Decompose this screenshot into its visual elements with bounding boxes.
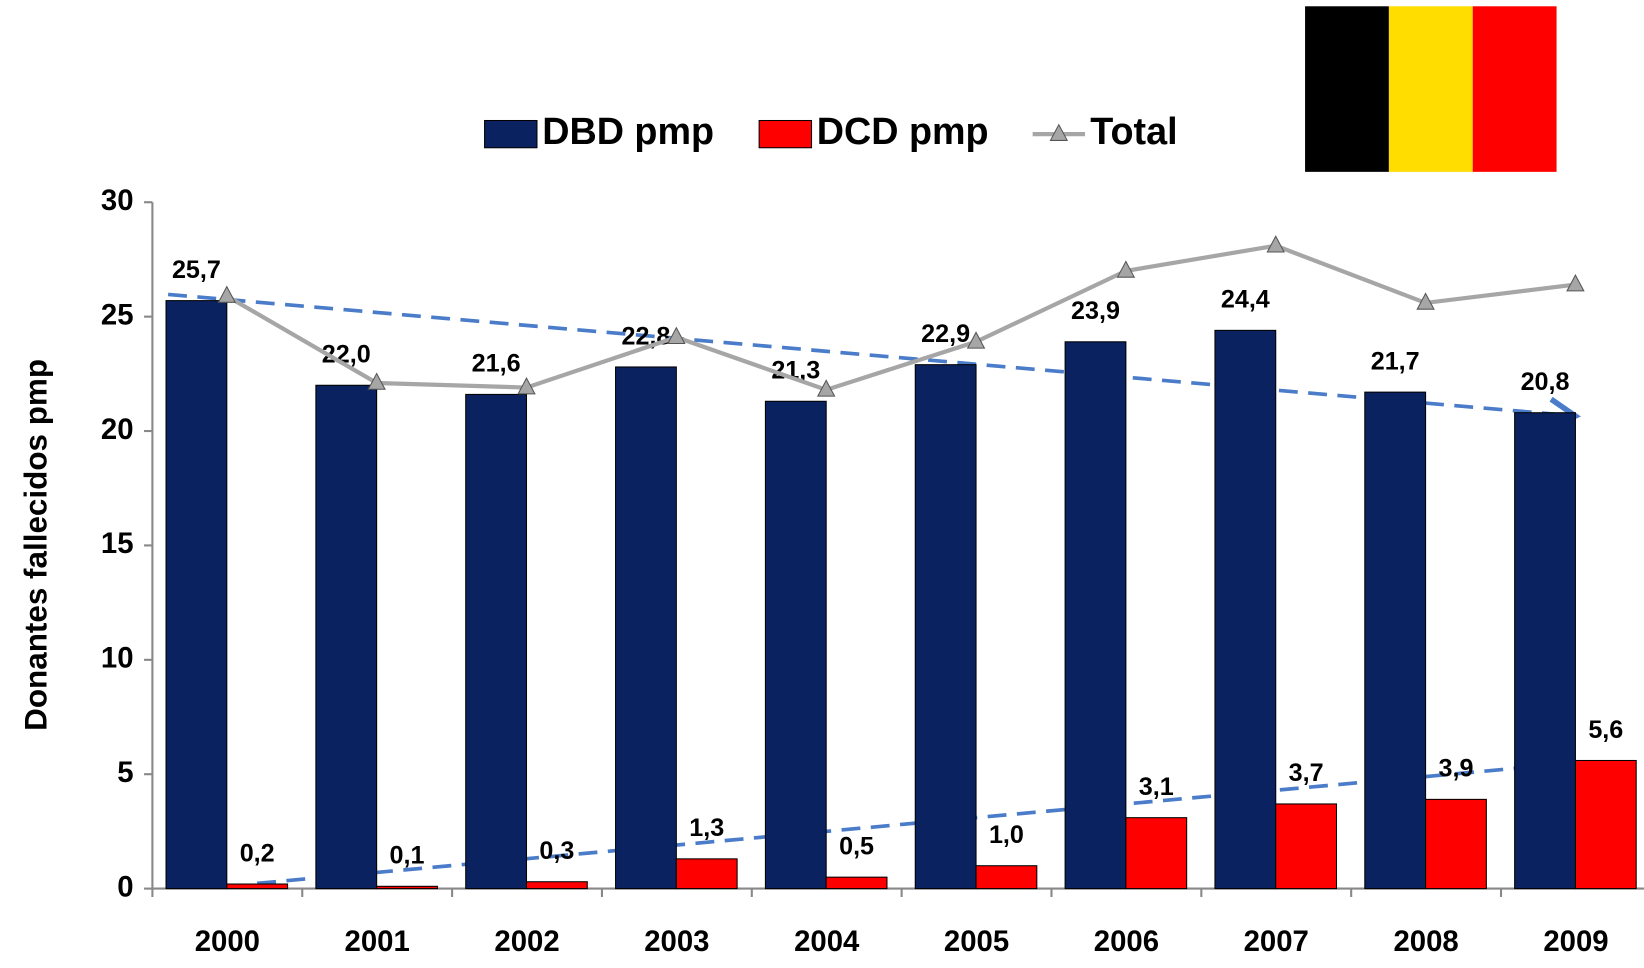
value-label: 0,3 xyxy=(539,837,574,865)
value-label: 3,1 xyxy=(1139,773,1174,801)
legend-marker xyxy=(1049,123,1069,141)
bar xyxy=(825,876,888,890)
value-label: 20,8 xyxy=(1521,368,1570,396)
bar xyxy=(1574,759,1637,890)
x-tick-label: 2000 xyxy=(195,925,260,958)
x-tick-label: 2004 xyxy=(794,925,860,958)
y-axis-title: Donantes fallecidos pmp xyxy=(18,359,53,731)
bar xyxy=(376,885,438,890)
legend-label: Total xyxy=(1090,110,1177,152)
legend-label: DCD pmp xyxy=(817,110,989,152)
bar xyxy=(1214,329,1277,890)
total-marker xyxy=(217,285,237,303)
x-tick-label: 2005 xyxy=(944,925,1009,958)
flag-yellow xyxy=(1388,6,1473,172)
bar xyxy=(165,300,228,890)
legend-swatch xyxy=(484,119,538,149)
y-tick-label: 25 xyxy=(101,298,134,331)
y-tick-label: 10 xyxy=(101,642,134,675)
y-tick-label: 5 xyxy=(117,756,133,789)
bar xyxy=(1125,817,1188,890)
x-tick-label: 2003 xyxy=(644,925,709,958)
total-marker xyxy=(816,379,836,397)
value-label: 24,4 xyxy=(1221,286,1270,314)
value-label: 21,7 xyxy=(1371,347,1420,375)
bar xyxy=(525,881,588,890)
bar xyxy=(315,384,378,890)
bar xyxy=(615,366,677,890)
y-tick-label: 20 xyxy=(101,413,134,446)
total-marker xyxy=(966,331,986,349)
total-marker xyxy=(1416,292,1435,310)
flag-red xyxy=(1472,6,1557,172)
x-tick-label: 2007 xyxy=(1244,925,1309,958)
bar xyxy=(675,858,738,890)
bar xyxy=(1425,798,1487,890)
bar xyxy=(1275,803,1338,890)
trend-arrow xyxy=(167,292,1581,431)
bar xyxy=(1514,412,1576,890)
bar xyxy=(226,883,289,890)
value-label: 1,3 xyxy=(689,814,724,842)
value-label: 21,6 xyxy=(472,350,521,378)
x-tick-label: 2002 xyxy=(494,925,559,958)
bar xyxy=(914,364,977,890)
value-label: 3,9 xyxy=(1438,755,1473,783)
y-tick-label: 30 xyxy=(101,184,134,217)
total-marker xyxy=(667,326,686,345)
value-label: 22,9 xyxy=(921,320,970,348)
x-tick-label: 2008 xyxy=(1393,925,1458,958)
legend-swatch xyxy=(758,119,813,149)
value-label: 25,7 xyxy=(172,256,221,284)
value-label: 5,6 xyxy=(1588,716,1623,744)
total-marker xyxy=(517,377,536,395)
legend-label: DBD pmp xyxy=(542,110,714,152)
total-marker xyxy=(1566,274,1585,292)
bar xyxy=(465,393,528,890)
value-label: 23,9 xyxy=(1071,297,1120,325)
bar xyxy=(1364,391,1427,890)
value-label: 3,7 xyxy=(1289,759,1324,787)
flag-black xyxy=(1305,6,1389,172)
y-tick-label: 15 xyxy=(101,527,134,560)
value-label: 0,5 xyxy=(839,832,874,860)
total-marker xyxy=(1266,235,1285,253)
total-marker xyxy=(1116,260,1136,278)
flag xyxy=(1305,6,1557,172)
value-label: 0,2 xyxy=(240,839,275,867)
bar xyxy=(1064,341,1127,890)
x-tick-label: 2009 xyxy=(1543,925,1608,958)
x-tick-label: 2006 xyxy=(1094,925,1159,958)
value-label: 1,0 xyxy=(989,821,1024,849)
total-marker xyxy=(367,372,386,390)
x-tick-label: 2001 xyxy=(345,925,410,958)
value-label: 0,1 xyxy=(390,842,425,870)
bar xyxy=(764,400,827,890)
bar xyxy=(975,865,1038,890)
y-tick-label: 0 xyxy=(117,870,133,903)
total-line xyxy=(225,243,1576,393)
